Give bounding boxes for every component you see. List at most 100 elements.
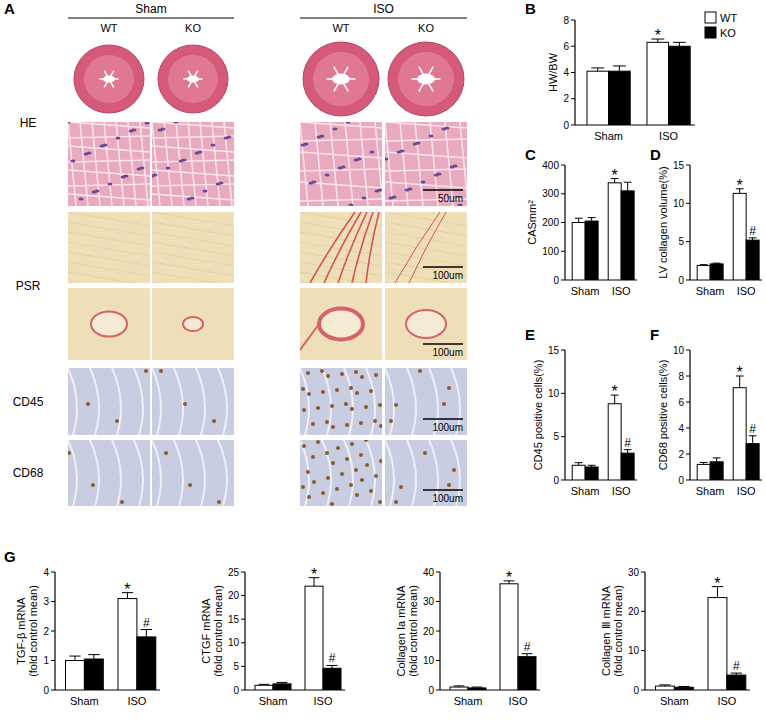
y-tick-label: 20 [423, 626, 435, 637]
bar [585, 467, 598, 480]
cell-border [152, 170, 234, 176]
gap [174, 368, 183, 435]
y-tick-label: 15 [548, 345, 560, 356]
cell-border [68, 194, 150, 200]
error-bar [627, 182, 628, 191]
micrograph [300, 288, 382, 360]
cell-border [385, 182, 467, 188]
error-cap [700, 264, 708, 265]
bar [674, 687, 693, 690]
cell-border [152, 194, 234, 200]
y-tick [241, 619, 245, 620]
y-tick-label: 8 [563, 15, 569, 26]
heart-section [303, 42, 379, 116]
y-axis-label: CTGF mRNA(fold control mean) [200, 585, 224, 677]
positive-cell [349, 386, 353, 390]
y-tick-label: 0 [633, 685, 639, 696]
positive-cell [188, 483, 192, 487]
positive-cell [335, 487, 339, 491]
annotations: *# [612, 383, 632, 450]
y-tick [241, 666, 245, 667]
positive-cell [350, 407, 354, 411]
y-tick [241, 595, 245, 596]
y-tick [641, 572, 645, 573]
positive-cell [321, 491, 325, 495]
bar [323, 668, 341, 690]
positive-cell [335, 388, 339, 392]
positive-cell [394, 403, 398, 407]
error-bar [591, 218, 592, 221]
y-tick-label: 20 [228, 590, 240, 601]
significance: # [733, 659, 740, 673]
bar [305, 586, 323, 690]
y-tick [51, 660, 55, 661]
micrograph [68, 368, 150, 435]
y-axis-label-line: CD68 positive cells(%) [657, 360, 669, 471]
bar [697, 265, 710, 280]
nucleus [450, 165, 455, 168]
gap [196, 440, 205, 506]
figure: AShamWTKOISOWTKOHE50umPSR100um100umCD451… [0, 0, 766, 726]
positive-cell [399, 485, 403, 489]
error-bar [146, 630, 147, 637]
nucleus [145, 122, 150, 125]
x-tick-label: ISO [737, 485, 756, 497]
x-tick-label: ISO [509, 695, 528, 707]
cell-border [385, 169, 467, 171]
nucleus [121, 175, 126, 178]
micrograph [300, 40, 382, 118]
positive-cell [359, 421, 363, 425]
cell-border [300, 122, 308, 206]
positive-cell [86, 402, 90, 406]
vessel [183, 317, 203, 331]
micrograph [300, 368, 382, 435]
nucleus [224, 136, 229, 139]
nucleus [389, 196, 394, 199]
column-label: WT [100, 22, 117, 34]
x-tick-label: Sham [696, 485, 725, 497]
gap [366, 368, 375, 435]
y-tick-label: 200 [542, 217, 559, 228]
fiber [152, 272, 234, 283]
micrograph [300, 122, 382, 206]
y-axis-label-line: (fold control mean) [407, 585, 419, 677]
y-axis-label-line: Collagen Ⅲ mRNA [600, 585, 612, 676]
gap [366, 440, 375, 506]
bar-chart: D051015LV collagen volume(%)*#ShamISO [650, 146, 762, 297]
image-bg [152, 122, 234, 206]
x-tick-label: ISO [612, 285, 631, 297]
y-tick [561, 193, 565, 194]
bar [608, 404, 621, 480]
y-tick-label: 10 [628, 645, 640, 656]
error-cap [713, 263, 721, 264]
nucleus [301, 143, 306, 146]
image-bg [68, 40, 150, 118]
y-tick [436, 631, 440, 632]
heart-wall [313, 52, 369, 106]
positive-cell [374, 373, 378, 377]
bar [746, 444, 759, 480]
legend-label: KO [720, 27, 736, 39]
y-axis-label-line: (fold control mean) [212, 585, 224, 677]
cell-border [385, 122, 393, 206]
gap [344, 368, 353, 435]
positive-cell [355, 391, 359, 395]
positive-cell [159, 369, 163, 373]
cell-border [80, 122, 88, 206]
legend-swatch [705, 12, 716, 23]
positive-cell [369, 489, 373, 493]
positive-cell [369, 389, 373, 393]
x-tick-label: ISO [737, 285, 756, 297]
cell-border [300, 152, 382, 158]
positive-cell [325, 451, 329, 455]
bar [710, 462, 723, 480]
error-bar [74, 656, 75, 660]
heart-wall [398, 52, 454, 106]
lumen [187, 75, 199, 82]
x-tick-label: ISO [127, 695, 146, 707]
bars [572, 179, 634, 280]
bar-chart: F0246810CD68 positive cells(%)*#ShamISO [650, 326, 762, 497]
nucleus [152, 174, 155, 177]
nucleus [84, 152, 89, 155]
positive-cell [365, 463, 369, 467]
